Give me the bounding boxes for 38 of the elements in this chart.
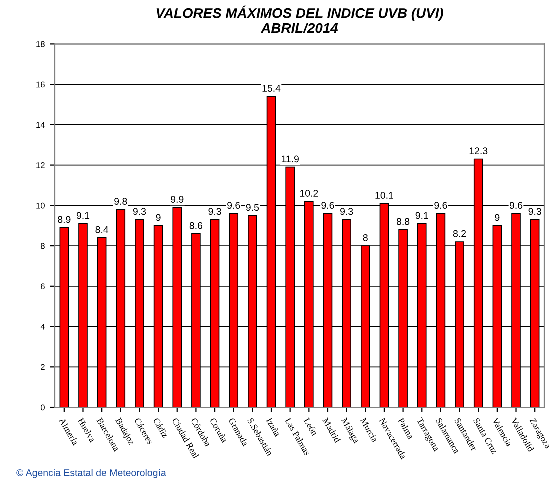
data-label: 9 xyxy=(495,214,500,222)
data-label: 9.5 xyxy=(246,204,260,212)
data-label: 9 xyxy=(156,214,161,222)
data-label: 8.2 xyxy=(453,230,466,238)
data-label: 9.6 xyxy=(510,202,523,210)
y-tick-label: 2 xyxy=(41,364,45,370)
y-tick-label: 14 xyxy=(36,122,46,128)
data-label: 8.6 xyxy=(190,222,203,230)
data-label: 15.4 xyxy=(262,85,281,92)
data-label: 9.1 xyxy=(76,212,90,220)
data-label: 9.1 xyxy=(416,212,428,220)
y-tick-label: 12 xyxy=(36,162,45,168)
data-label: 10.2 xyxy=(300,190,318,197)
data-label: 8 xyxy=(363,234,368,242)
data-label: 9.6 xyxy=(322,202,334,210)
data-label: 8.9 xyxy=(58,216,71,224)
data-label: 11.9 xyxy=(282,156,299,163)
data-label: 10.1 xyxy=(376,192,394,199)
data-label: 9.6 xyxy=(434,202,448,210)
y-tick-label: 6 xyxy=(41,284,45,290)
y-tick-label: 8 xyxy=(41,243,45,250)
data-label: 9.6 xyxy=(228,202,240,210)
y-tick-label: 16 xyxy=(36,82,45,88)
y-tick-label: 18 xyxy=(36,41,45,48)
chart-title: VALORES MÁXIMOS DEL INDICE UVB (UVI) ABRIL/2014 xyxy=(156,6,444,34)
data-label: 9.8 xyxy=(114,198,128,206)
data-label: 9.3 xyxy=(208,208,222,216)
y-tick-label: 0 xyxy=(40,404,45,411)
data-label: 12.3 xyxy=(470,148,488,155)
data-label: 9.3 xyxy=(133,208,146,216)
data-label: 9.9 xyxy=(171,196,184,203)
y-tick-label: 4 xyxy=(40,324,46,330)
y-tick-label: 10 xyxy=(36,202,45,209)
data-label: 8.4 xyxy=(96,226,109,234)
text: © Agencia Estatal de Meteorología xyxy=(16,469,166,478)
data-label: 9.3 xyxy=(340,208,354,216)
data-label: 8.8 xyxy=(396,218,410,226)
data-label: 9.3 xyxy=(528,208,542,216)
